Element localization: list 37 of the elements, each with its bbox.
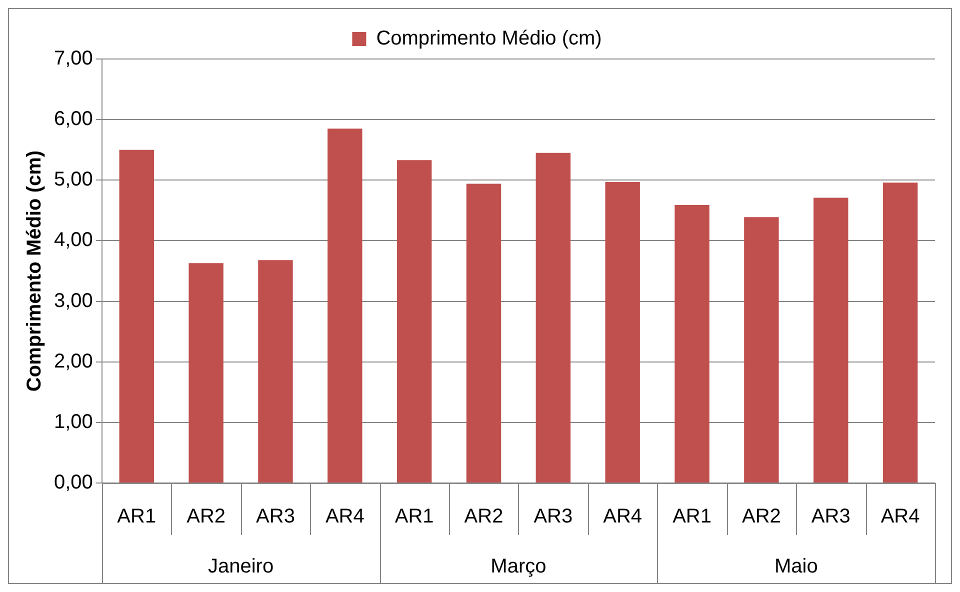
bar	[744, 217, 779, 482]
x-tick-label: AR3	[534, 506, 573, 528]
bar	[674, 204, 710, 482]
text: Maio	[774, 556, 818, 578]
text: Janeiro	[208, 556, 274, 578]
x-tick-label: AR4	[325, 506, 364, 528]
x-tick-label: AR3	[811, 506, 850, 528]
y-tick-label: 4,00	[54, 229, 93, 252]
x-tick-label: AR1	[394, 506, 434, 528]
x-tick-label: AR2	[464, 506, 504, 528]
bar	[396, 160, 432, 482]
y-tick-label: 0,00	[54, 472, 93, 494]
x-tick-label: AR3	[256, 506, 295, 528]
bar	[188, 263, 224, 482]
bar	[466, 184, 502, 482]
x-tick-label: AR2	[186, 506, 226, 528]
x-tick-label: AR1	[672, 506, 712, 528]
y-tick-label: 2,00	[54, 350, 93, 372]
x-tick-label: AR1	[117, 506, 156, 528]
bar	[536, 152, 571, 482]
bar	[328, 128, 362, 482]
y-tick-label: 1,00	[54, 410, 93, 433]
bar	[605, 182, 640, 482]
text: Março	[490, 556, 546, 578]
y-tick-label: 7,00	[54, 48, 93, 70]
y-tick-label: 6,00	[54, 108, 93, 130]
bar	[258, 260, 293, 482]
x-tick-label: AR4	[603, 506, 642, 528]
y-axis-title: Comprimento Médio (cm)	[24, 150, 46, 392]
bar	[119, 150, 154, 482]
x-tick-label: AR2	[742, 506, 781, 528]
bar	[882, 182, 918, 482]
y-tick-label: 5,00	[54, 168, 93, 191]
legend-label: Comprimento Médio (cm)	[376, 28, 602, 50]
bar	[814, 198, 848, 482]
x-tick-label: AR4	[880, 506, 920, 528]
y-tick-label: 3,00	[54, 290, 93, 312]
